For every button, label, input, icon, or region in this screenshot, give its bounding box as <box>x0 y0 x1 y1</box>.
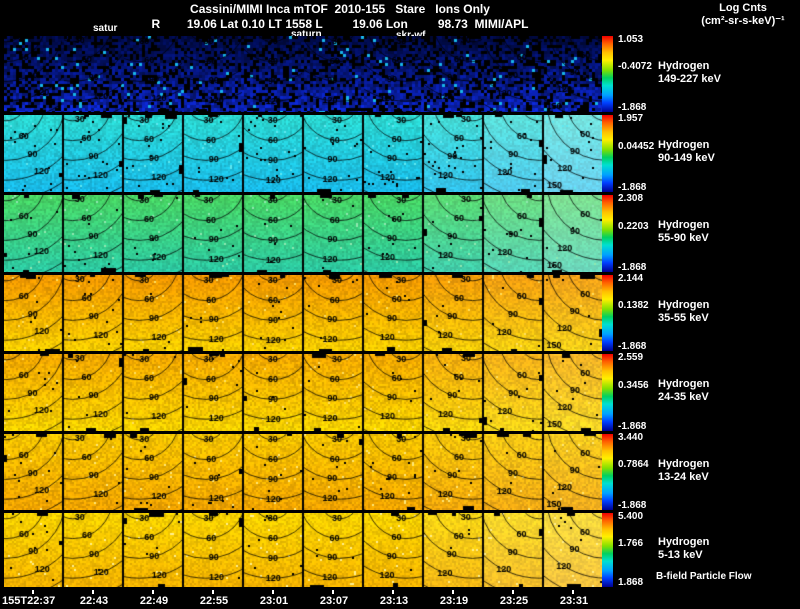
energy-range-label: 55-90 keV <box>658 232 709 244</box>
bfield-caption: B-field Particle Flow <box>656 571 752 582</box>
colorbar <box>602 36 613 112</box>
colorbar-mid-label: 1.766 <box>618 538 644 549</box>
species-label: Hydrogen <box>658 219 710 231</box>
colorbar-mid-label: -0.4072 <box>618 61 652 72</box>
colorbar-mid-label: 0.2203 <box>618 221 649 232</box>
time-tick <box>212 590 214 594</box>
colorbar-max-label: 1.957 <box>618 113 644 124</box>
footprint-annotation: skr-wf <box>396 30 425 41</box>
heatmap-row-canvas <box>4 275 602 351</box>
row-energy-label: Hydrogen 13-24 keV <box>658 458 709 484</box>
colorbar <box>602 275 613 351</box>
time-tick <box>392 590 394 594</box>
colorbar-max-label: 1.053 <box>618 34 644 45</box>
colorbar <box>602 513 613 587</box>
species-label: Hydrogen <box>658 458 710 470</box>
energy-range-label: 24-35 keV <box>658 391 709 403</box>
log-cnts-line1: Log Cnts <box>719 2 767 14</box>
species-label: Hydrogen <box>658 378 710 390</box>
row-energy-label: Hydrogen 55-90 keV <box>658 219 709 245</box>
footprint-annotation: saturn <box>291 29 322 40</box>
species-label: Hydrogen <box>658 536 710 548</box>
time-axis-label: 23:25 <box>499 595 529 607</box>
species-label: Hydrogen <box>658 299 710 311</box>
species-label: Hydrogen <box>658 139 710 151</box>
colorbar-min-label: -1.868 <box>618 102 647 113</box>
colorbar <box>602 115 613 192</box>
energy-range-label: 35-55 keV <box>658 312 709 324</box>
time-tick <box>152 590 154 594</box>
row-energy-label: Hydrogen 90-149 keV <box>658 139 715 165</box>
colorbar-max-label: 2.308 <box>618 193 644 204</box>
heatmap-row-canvas <box>4 115 602 192</box>
row-energy-label: Hydrogen 149-227 keV <box>658 60 721 86</box>
colorbar-min-label: 1.868 <box>618 577 644 588</box>
time-tick <box>452 590 454 594</box>
row-energy-label: Hydrogen 5-13 keV <box>658 536 709 562</box>
time-tick <box>512 590 514 594</box>
time-tick <box>572 590 574 594</box>
time-axis-label: 155T22:37 <box>2 595 56 607</box>
colorbar-min-label: -1.868 <box>618 421 647 432</box>
colorbar <box>602 434 613 510</box>
time-tick <box>332 590 334 594</box>
heatmap-row-canvas <box>4 354 602 431</box>
colorbar-units-label: Log Cnts (cm²-sr-s-keV)⁻¹ <box>690 2 796 28</box>
log-cnts-line2: (cm²-sr-s-keV)⁻¹ <box>701 15 785 27</box>
energy-range-label: 149-227 keV <box>658 73 721 85</box>
colorbar-max-label: 3.440 <box>618 432 644 443</box>
colorbar-max-label: 5.400 <box>618 511 644 522</box>
colorbar-mid-label: 0.04452 <box>618 141 655 152</box>
colorbar-mid-label: 0.1382 <box>618 300 649 311</box>
row-energy-label: Hydrogen 35-55 keV <box>658 299 709 325</box>
time-tick <box>272 590 274 594</box>
energy-range-label: 13-24 keV <box>658 471 709 483</box>
time-axis-label: 23:31 <box>559 595 589 607</box>
plot-title: Cassini/MIMI Inca mTOF 2010-155 Stare Io… <box>190 2 490 16</box>
footprint-annotation: satur <box>93 23 118 34</box>
heatmap-row-canvas <box>4 36 602 112</box>
colorbar-min-label: -1.868 <box>618 262 647 273</box>
heatmap-row-canvas <box>4 434 602 510</box>
energy-range-label: 90-149 keV <box>658 152 715 164</box>
colorbar-min-label: -1.868 <box>618 341 647 352</box>
energy-range-label: 5-13 keV <box>658 549 703 561</box>
colorbar <box>602 354 613 431</box>
row-energy-label: Hydrogen 24-35 keV <box>658 378 709 404</box>
colorbar-min-label: -1.868 <box>618 500 647 511</box>
time-axis-label: 22:49 <box>139 595 169 607</box>
heatmap-row-canvas <box>4 513 602 587</box>
colorbar-mid-label: 0.3456 <box>618 380 649 391</box>
time-axis-label: 23:01 <box>259 595 289 607</box>
time-tick <box>92 590 94 594</box>
time-axis-label: 23:19 <box>439 595 469 607</box>
colorbar <box>602 195 613 272</box>
time-axis-label: 23:13 <box>379 595 409 607</box>
colorbar-mid-label: 0.7864 <box>618 459 649 470</box>
ephemeris-line: R 19.06 Lat 0.10 LT 1558 L 19.06 Lon 98.… <box>151 17 529 31</box>
time-axis-label: 23:07 <box>319 595 349 607</box>
species-label: Hydrogen <box>658 60 710 72</box>
colorbar-max-label: 2.144 <box>618 273 644 284</box>
time-tick <box>32 590 34 594</box>
colorbar-min-label: -1.868 <box>618 182 647 193</box>
time-axis-label: 22:43 <box>79 595 109 607</box>
time-axis-label: 22:55 <box>199 595 229 607</box>
heatmap-row-canvas <box>4 195 602 272</box>
colorbar-max-label: 2.559 <box>618 352 644 363</box>
